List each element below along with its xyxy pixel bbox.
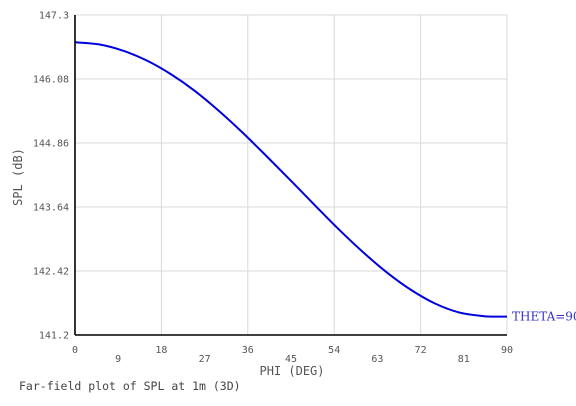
x-tick-label: 9 xyxy=(115,354,121,365)
x-tick-label: 63 xyxy=(371,354,383,365)
chart-caption: Far-field plot of SPL at 1m (3D) xyxy=(19,379,241,393)
y-tick-label: 142.42 xyxy=(33,267,69,278)
x-tick-label: 72 xyxy=(415,345,427,356)
x-tick-label: 81 xyxy=(458,354,470,365)
x-axis-label: PHI (DEG) xyxy=(259,364,324,378)
series-label: THETA=90 xyxy=(512,310,576,324)
x-tick-label: 0 xyxy=(72,345,78,356)
series-layer: THETA=90 xyxy=(74,41,576,324)
series-line-theta-90 xyxy=(74,41,508,318)
x-tick-label: 45 xyxy=(285,354,297,365)
axes xyxy=(74,15,507,336)
x-tick-label: 90 xyxy=(501,345,513,356)
x-tick-label: 36 xyxy=(242,345,254,356)
y-axis-label: SPL (dB) xyxy=(11,148,25,206)
y-tick-label: 144.86 xyxy=(33,139,69,150)
x-tick-label: 27 xyxy=(199,354,211,365)
tick-labels: 0 9 18 27 36 45 54 63 72 81 90 141.2 142.42 143.64 144… xyxy=(33,11,513,366)
y-tick-label: 147.3 xyxy=(39,11,69,22)
grid xyxy=(75,14,508,335)
y-tick-label: 146.08 xyxy=(33,75,69,86)
x-tick-label: 18 xyxy=(155,345,167,356)
x-tick-label: 54 xyxy=(328,345,340,356)
y-tick-label: 141.2 xyxy=(39,331,69,342)
y-tick-label: 143.64 xyxy=(33,203,69,214)
